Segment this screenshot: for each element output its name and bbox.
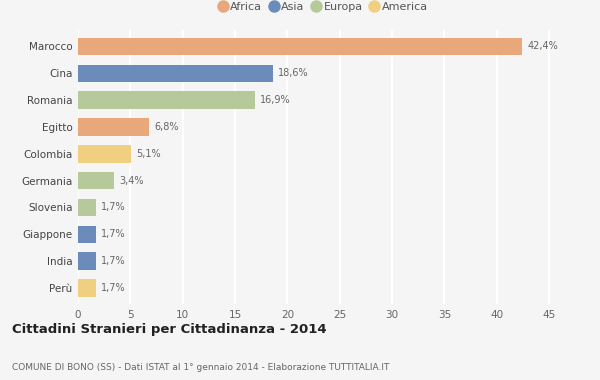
Bar — [78, 118, 149, 136]
Bar — [78, 279, 96, 297]
Text: 5,1%: 5,1% — [137, 149, 161, 159]
Bar — [78, 92, 255, 109]
Bar — [78, 65, 273, 82]
Text: Cittadini Stranieri per Cittadinanza - 2014: Cittadini Stranieri per Cittadinanza - 2… — [12, 323, 326, 336]
Text: 1,7%: 1,7% — [101, 203, 125, 212]
Text: 18,6%: 18,6% — [278, 68, 308, 78]
Legend: Africa, Asia, Europa, America: Africa, Asia, Europa, America — [218, 0, 430, 14]
Text: 1,7%: 1,7% — [101, 229, 125, 239]
Text: 1,7%: 1,7% — [101, 283, 125, 293]
Bar — [78, 226, 96, 243]
Bar — [78, 199, 96, 216]
Text: 42,4%: 42,4% — [527, 41, 558, 52]
Text: 6,8%: 6,8% — [154, 122, 179, 132]
Text: 1,7%: 1,7% — [101, 256, 125, 266]
Bar — [78, 172, 113, 189]
Bar — [78, 38, 522, 55]
Bar — [78, 252, 96, 270]
Text: COMUNE DI BONO (SS) - Dati ISTAT al 1° gennaio 2014 - Elaborazione TUTTITALIA.IT: COMUNE DI BONO (SS) - Dati ISTAT al 1° g… — [12, 363, 389, 372]
Text: 3,4%: 3,4% — [119, 176, 143, 185]
Bar — [78, 145, 131, 163]
Text: 16,9%: 16,9% — [260, 95, 291, 105]
